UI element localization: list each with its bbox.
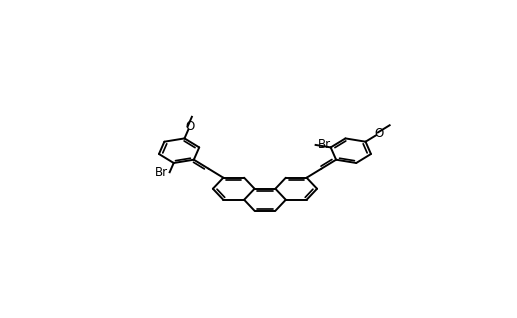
Text: O: O: [185, 121, 194, 134]
Text: O: O: [375, 127, 384, 140]
Text: Br: Br: [317, 138, 331, 151]
Text: Br: Br: [155, 166, 168, 179]
